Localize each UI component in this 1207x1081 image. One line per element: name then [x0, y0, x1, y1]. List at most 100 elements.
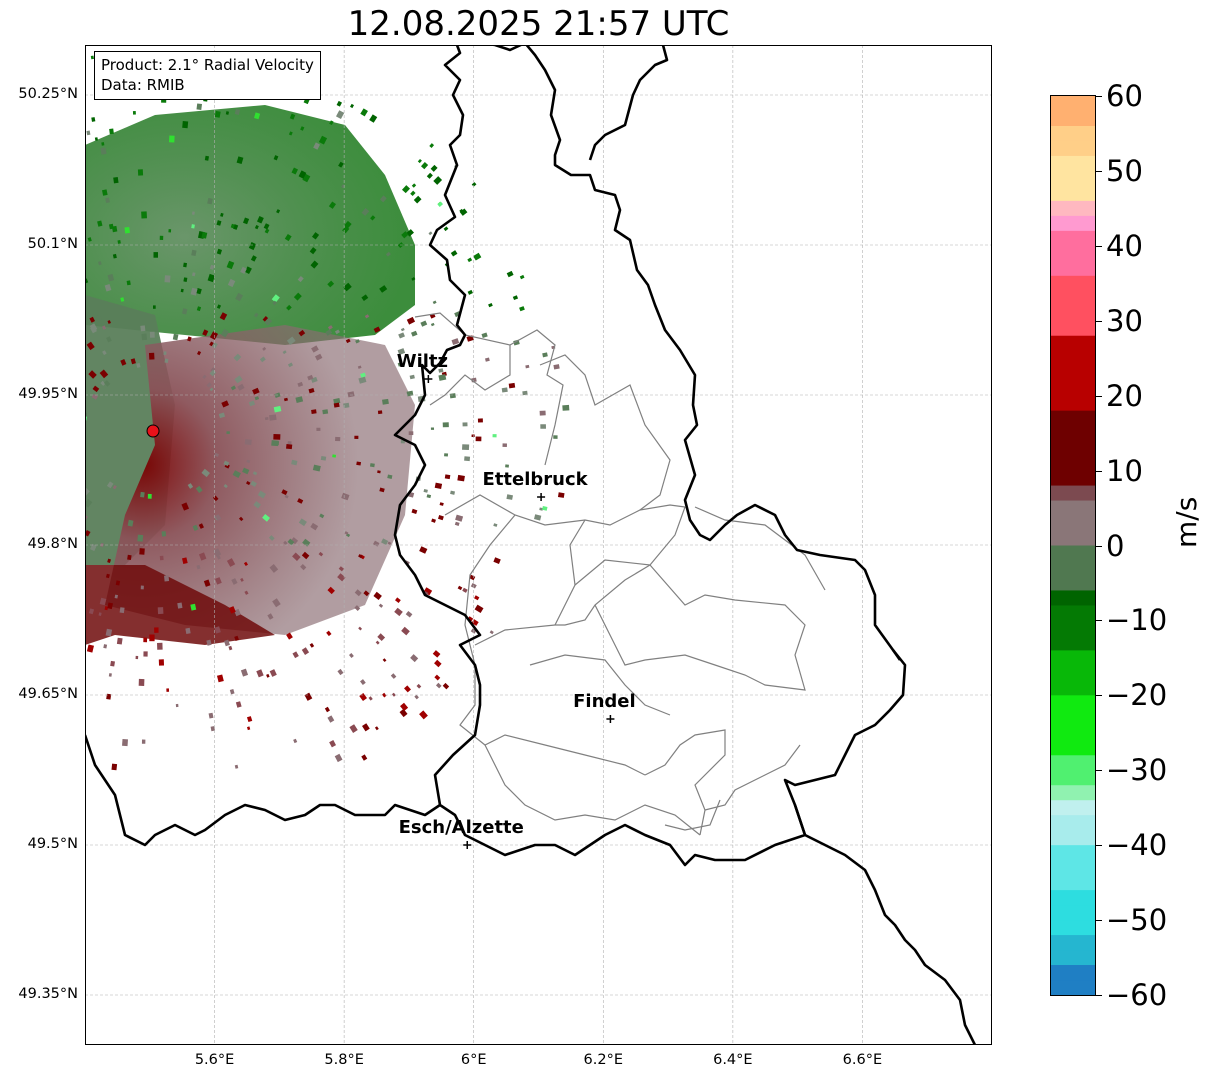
radar-speckle: [542, 352, 548, 358]
radar-speckle: [192, 272, 196, 277]
radar-speckle: [256, 216, 264, 224]
radar-speckle: [213, 548, 222, 557]
radar-speckle: [182, 308, 188, 315]
radar-speckle: [364, 314, 370, 319]
radar-speckle: [235, 292, 244, 302]
radar-speckle: [105, 628, 113, 637]
radar-speckle: [361, 208, 370, 216]
radar-speckle: [469, 574, 476, 581]
radar-speckle: [98, 261, 102, 266]
radar-speckle: [187, 483, 194, 489]
radar-speckle: [166, 688, 170, 692]
radar-speckle: [557, 492, 565, 498]
radar-speckle: [292, 552, 301, 561]
radar-speckle: [417, 158, 422, 164]
radar-speckle: [287, 362, 294, 368]
radar-speckle: [429, 143, 435, 148]
radar-speckle: [230, 223, 235, 229]
radar-speckle: [143, 637, 148, 643]
radar-site-marker[interactable]: [146, 424, 160, 438]
radar-speckle: [434, 674, 441, 681]
radar-speckle: [438, 368, 444, 373]
radar-speckle: [297, 498, 304, 504]
radar-speckle: [426, 172, 433, 179]
radar-speckles: [85, 52, 570, 771]
radar-speckle: [302, 173, 311, 183]
radar-speckle: [298, 518, 307, 527]
radar-speckle: [370, 215, 376, 221]
radar-speckle: [329, 120, 334, 126]
radar-speckle: [216, 220, 222, 226]
radar-speckle: [198, 552, 207, 561]
radar-speckle: [326, 630, 332, 637]
radar-speckle: [220, 328, 229, 338]
radar-speckle: [373, 591, 382, 601]
radar-speckle: [318, 135, 328, 145]
radar-speckle: [229, 689, 235, 695]
radar-speckle: [250, 255, 257, 262]
radar-speckle: [553, 435, 558, 439]
radar-speckle: [198, 523, 204, 529]
radar-speckle: [226, 260, 235, 270]
radar-speckle: [414, 694, 419, 700]
radar-speckle: [120, 359, 127, 366]
radar-speckle: [457, 585, 463, 591]
radar-speckle: [271, 440, 279, 447]
colorbar-segment: [1051, 575, 1095, 592]
colorbar-segment: [1051, 950, 1095, 966]
radar-speckle: [106, 693, 112, 700]
radar-speckle: [354, 435, 359, 439]
radar-speckle: [433, 176, 443, 185]
radar-speckle: [264, 417, 269, 421]
radar-speckle: [98, 612, 102, 617]
radar-speckle: [216, 304, 222, 309]
radar-speckle: [312, 232, 320, 240]
radar-speckle: [182, 557, 188, 564]
country-border-east-river: [891, 649, 902, 661]
radar-speckle: [180, 288, 184, 293]
radar-speckle: [311, 409, 317, 414]
country-border-east: [793, 804, 977, 1045]
radar-speckle: [207, 273, 215, 283]
radar-speckle: [248, 242, 257, 251]
radar-speckle: [359, 692, 368, 702]
radar-speckle: [336, 100, 342, 107]
lat-tick-label: 50.1°N: [27, 236, 78, 252]
radar-speckle: [444, 453, 449, 457]
lon-tick-label: 5.8°E: [324, 1052, 364, 1068]
radar-speckle: [214, 514, 222, 521]
map-area[interactable]: [85, 45, 992, 1045]
radar-speckle: [318, 551, 324, 557]
radar-speckle: [437, 515, 444, 521]
radar-speckle: [234, 375, 243, 384]
radar-speckle: [301, 551, 310, 560]
canton-boundary-7: [574, 506, 686, 586]
colorbar-segment: [1051, 800, 1095, 816]
radar-speckle: [248, 400, 256, 407]
radar-speckle: [216, 555, 221, 560]
radar-speckle: [377, 410, 383, 415]
radar-speckle: [243, 217, 250, 225]
radar-speckle: [506, 270, 514, 278]
colorbar-tick-mark: [1096, 845, 1102, 847]
radar-speckle: [240, 266, 247, 274]
radar-speckle: [287, 538, 295, 546]
radar-speckle: [90, 55, 94, 60]
radar-speckle: [104, 606, 109, 611]
colorbar-segment: [1051, 245, 1095, 262]
radar-speckle: [399, 708, 408, 718]
radar-speckle: [231, 578, 238, 585]
radar-speckle: [426, 494, 432, 499]
colorbar-segment: [1051, 320, 1095, 337]
radar-speckle: [390, 673, 397, 679]
radar-speckle: [302, 538, 311, 547]
colorbar-tick-label: 0: [1106, 528, 1125, 563]
radar-speckle: [477, 418, 483, 423]
radar-speckle: [315, 353, 323, 361]
radar-speckle: [103, 644, 108, 649]
radar-speckle: [406, 316, 416, 325]
radar-speckle: [324, 706, 330, 713]
city-label: Ettelbruck: [482, 469, 588, 490]
radar-speckle: [140, 585, 144, 590]
radar-speckle: [87, 237, 92, 242]
